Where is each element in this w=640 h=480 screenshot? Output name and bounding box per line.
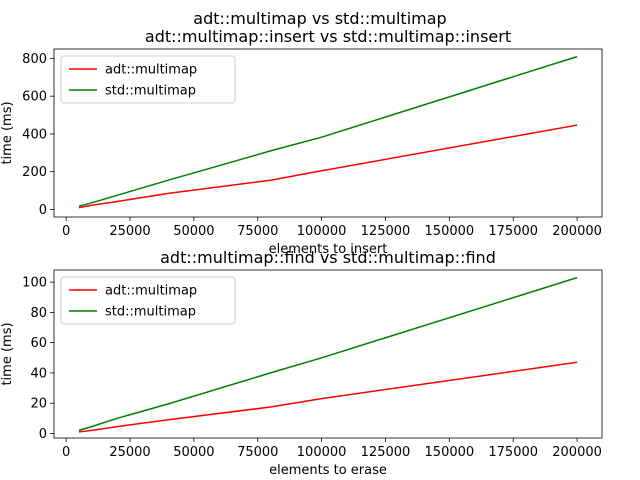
y-tick-label: 0	[39, 427, 47, 442]
x-tick-label: 0	[62, 224, 70, 239]
x-tick-label: 100000	[297, 445, 347, 460]
legend-entry-label: adt::multimap	[105, 63, 197, 78]
series-line-adt	[78, 124, 578, 209]
legend-box	[60, 55, 236, 104]
chart-1: adt::multimap::insert vs std::multimap::…	[0, 27, 603, 257]
x-tick-label: 175000	[488, 445, 538, 460]
y-axis-label: time (ms)	[0, 101, 15, 164]
x-tick-label: 25000	[109, 445, 150, 460]
axes-frame	[53, 269, 603, 439]
legend-entry-label: std::multimap	[105, 84, 196, 99]
x-tick-label: 200000	[552, 224, 602, 239]
x-tick-label: 50000	[173, 224, 214, 239]
x-tick-label: 150000	[425, 445, 475, 460]
y-tick-label: 40	[30, 366, 47, 381]
y-tick-label: 800	[22, 52, 47, 67]
series-line-std	[78, 55, 578, 207]
figure-title: adt::multimap vs std::multimap	[193, 9, 446, 28]
x-tick-label: 125000	[361, 445, 411, 460]
legend-entry-label: std::multimap	[105, 305, 196, 320]
x-tick-label: 125000	[361, 224, 411, 239]
y-tick-label: 0	[39, 203, 47, 218]
y-tick-label: 400	[22, 127, 47, 142]
chart-title: adt::multimap::find vs std::multimap::fi…	[160, 248, 496, 267]
y-tick-label: 80	[30, 306, 47, 321]
y-tick-label: 60	[30, 336, 47, 351]
y-tick-label: 100	[22, 276, 47, 291]
axes-frame	[53, 48, 603, 218]
x-axis-label: elements to erase	[269, 463, 387, 478]
legend-entry-label: adt::multimap	[105, 284, 197, 299]
chart-title: adt::multimap::insert vs std::multimap::…	[145, 27, 511, 46]
x-tick-label: 25000	[109, 224, 150, 239]
y-tick-label: 600	[22, 90, 47, 105]
x-tick-label: 75000	[237, 224, 278, 239]
y-axis-label: time (ms)	[0, 322, 15, 385]
x-tick-label: 150000	[425, 224, 475, 239]
x-tick-label: 0	[62, 445, 70, 460]
x-tick-label: 175000	[488, 224, 538, 239]
x-tick-label: 200000	[552, 445, 602, 460]
y-tick-label: 20	[30, 397, 47, 412]
series-line-std	[78, 276, 578, 432]
legend-box	[60, 276, 236, 325]
x-tick-label: 100000	[297, 224, 347, 239]
series-line-adt	[78, 361, 578, 433]
chart-2: adt::multimap::find vs std::multimap::fi…	[0, 248, 603, 478]
y-tick-label: 200	[22, 165, 47, 180]
charts: adt::multimap::insert vs std::multimap::…	[0, 27, 603, 478]
x-tick-label: 50000	[173, 445, 214, 460]
x-axis-label: elements to insert	[269, 242, 388, 257]
x-tick-label: 75000	[237, 445, 278, 460]
